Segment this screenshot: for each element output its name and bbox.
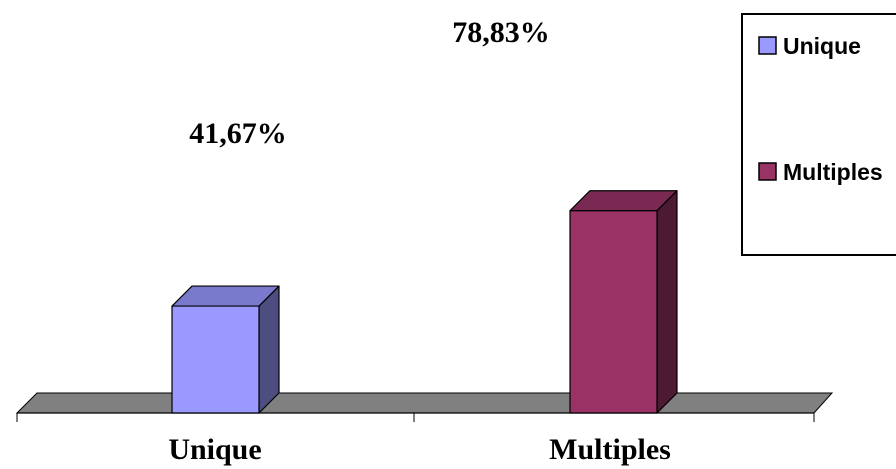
legend: Unique Multiples [741, 13, 896, 256]
bar-side-multiples [656, 190, 678, 414]
bars-group [171, 190, 678, 414]
data-label-multiples: 78,83% [452, 16, 550, 49]
x-tick-label-unique: Unique [168, 433, 261, 466]
chart-floor [15, 392, 834, 414]
bar-unique [171, 305, 260, 414]
bar-side-unique [258, 285, 280, 414]
legend-label-multiples: Multiples [783, 159, 883, 185]
legend-swatch-unique [758, 36, 777, 55]
x-tick-label-multiples: Multiples [549, 433, 671, 466]
legend-label-unique: Unique [783, 33, 861, 59]
bar-multiples [569, 210, 658, 414]
legend-swatch-multiples [758, 162, 777, 181]
data-label-unique: 41,67% [189, 117, 287, 150]
